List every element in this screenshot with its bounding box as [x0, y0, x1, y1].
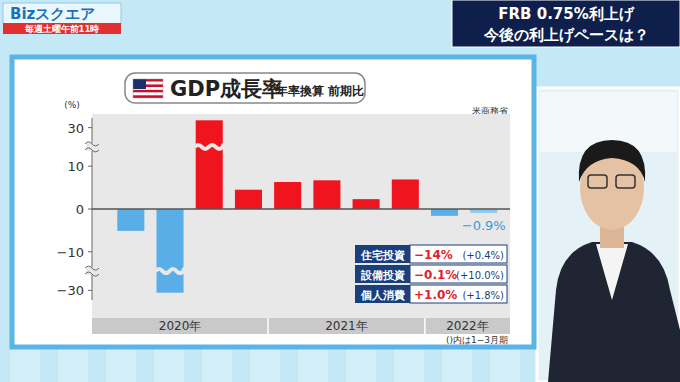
breakdown-label-cell: [355, 265, 410, 283]
y-tick: [88, 290, 92, 291]
bar: [274, 182, 301, 209]
year-divider: [424, 318, 426, 334]
breakdown-value-cell: [410, 285, 507, 303]
axis-break-gap: [86, 143, 98, 151]
logo-strip: [3, 23, 121, 34]
bar: [431, 209, 458, 216]
axis-break: [85, 272, 99, 276]
zero-line: [92, 208, 510, 210]
flag-stripe: [133, 90, 163, 93]
flag-canton: [133, 79, 146, 89]
person-glasses: [616, 175, 635, 188]
y-tick-label: 10: [67, 159, 84, 174]
bar: [196, 120, 223, 209]
bar: [235, 190, 262, 209]
program-name: Bizスクエア: [10, 5, 95, 23]
background: [0, 0, 680, 382]
y-tick: [88, 251, 92, 252]
bar-break: [156, 269, 185, 273]
breakdown-value-cell: [410, 245, 507, 263]
y-tick-label: −10: [57, 245, 84, 260]
chart-subtitle: 年率換算 前期比: [275, 84, 364, 98]
breakdown-prior: (+10.0%): [456, 270, 504, 281]
axis-break-gap: [86, 267, 98, 275]
program-schedule: 毎週土曜午前11時: [24, 24, 100, 34]
bar: [392, 179, 419, 209]
flag-stripe: [133, 93, 163, 96]
plot-area: [92, 114, 510, 318]
person-shirt: [596, 244, 628, 300]
y-tick: [88, 209, 92, 210]
bar-break: [195, 145, 224, 149]
y-tick-label: 30: [67, 121, 84, 136]
flag-stripe: [133, 95, 163, 98]
y-tick: [88, 166, 92, 167]
year-label: 2022年: [446, 319, 489, 333]
year-divider: [267, 318, 269, 334]
breakdown-label-cell: [355, 245, 410, 263]
flag-border: [133, 79, 163, 98]
bar: [117, 209, 144, 231]
headline-box: [452, 0, 680, 47]
bar: [353, 199, 380, 209]
y-axis-label: (%): [64, 100, 80, 110]
headline-line: FRB 0.75%利上げ: [498, 5, 634, 23]
bar: [157, 209, 184, 293]
axis-break: [85, 148, 99, 152]
chart-title: GDP成長率: [170, 77, 283, 101]
breakdown-prior: (+1.8%): [462, 290, 504, 301]
breakdown-label-cell: [355, 285, 410, 303]
person-glasses: [588, 175, 607, 188]
axis-break: [85, 142, 99, 146]
chart-panel: [12, 57, 534, 347]
x-band: [92, 318, 510, 334]
bar: [313, 180, 340, 209]
breakdown-value-cell: [410, 265, 507, 283]
note: ()内は1−3月期: [446, 335, 508, 345]
y-tick-label: −30: [57, 283, 84, 298]
studio-frame: [537, 88, 680, 382]
stage: Bizスクエア毎週土曜午前11時 FRB 0.75%利上げ今後の利上げペースは？ G…: [0, 0, 680, 382]
breakdown-label: 設備投資: [360, 269, 405, 282]
person-suit: [548, 242, 680, 382]
breakdown-label: 個人消費: [360, 289, 405, 302]
breakdown-value: +1.0%: [414, 288, 457, 302]
data-label: −0.9%: [462, 218, 506, 233]
axis-break: [85, 266, 99, 270]
year-label: 2021年: [325, 319, 368, 333]
breakdown-value: −0.1%: [414, 268, 457, 282]
year-label: 2020年: [159, 319, 202, 333]
breakdown-value: −14%: [414, 248, 453, 262]
logo-box: [3, 3, 121, 24]
title-box: [125, 73, 365, 103]
headline-line: 今後の利上げペースは？: [483, 26, 649, 44]
backdrop-building: [154, 200, 184, 382]
y-tick-label: 0: [76, 202, 84, 217]
breakdown-prior: (+0.4%): [462, 250, 504, 261]
breakdown-label: 住宅投資: [360, 249, 405, 262]
y-tick: [88, 127, 92, 128]
